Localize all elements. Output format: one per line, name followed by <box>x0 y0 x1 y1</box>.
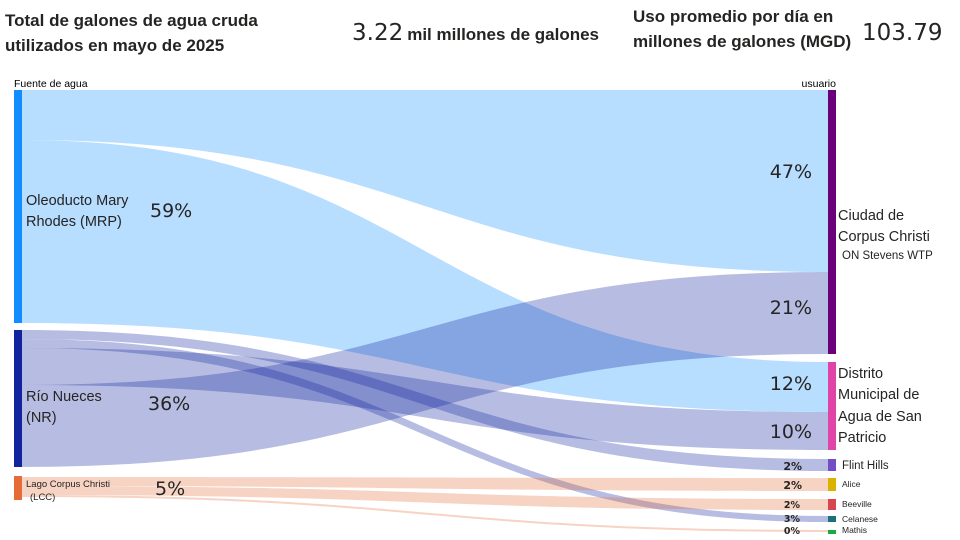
target-label-flint-hills: Flint Hills <box>842 460 889 472</box>
target-pct-distrito-nr: 10% <box>770 421 812 443</box>
avg-daily-usage-label: Uso promedio por día en millones de galo… <box>633 7 852 51</box>
source-label-nr-line1: Río Nueces <box>26 389 102 405</box>
node-nr[interactable] <box>14 330 22 467</box>
target-label-alice: Alice <box>842 479 861 489</box>
link-lcc-mathis[interactable] <box>22 495 828 532</box>
source-nodes <box>14 90 22 500</box>
total-gallons-value: 3.22 <box>352 20 404 46</box>
target-label-celanese: Celanese <box>842 514 878 524</box>
source-labels: Oleoducto Mary Rhodes (MRP) 59% Río Nuec… <box>26 193 192 503</box>
target-pct-flint-hills: 2% <box>783 460 802 473</box>
target-pct-beeville: 2% <box>784 500 801 511</box>
total-gallons-label: mil millones de galones <box>407 25 599 44</box>
target-pct-alice: 2% <box>783 479 802 492</box>
target-pct-celanese: 3% <box>784 514 801 525</box>
node-ciudad[interactable] <box>828 90 836 354</box>
target-label-distrito-line1: Distrito <box>838 366 883 382</box>
target-column-header: usuario <box>802 78 837 90</box>
total-gallons-kpi: 3.22 mil millones de galones <box>352 20 599 46</box>
target-label-ciudad-line3: ON Stevens WTP <box>842 250 933 262</box>
node-lcc[interactable] <box>14 476 22 500</box>
target-label-beeville: Beeville <box>842 499 872 509</box>
target-label-ciudad-line1: Ciudad de <box>838 208 904 224</box>
report-title: Total de galones de agua cruda utilizado… <box>5 11 258 55</box>
link-nr-celanese[interactable] <box>22 339 828 522</box>
source-label-mrp-line1: Oleoducto Mary <box>26 193 129 209</box>
node-flint-hills[interactable] <box>828 459 836 471</box>
target-nodes <box>828 90 836 534</box>
node-celanese[interactable] <box>828 516 836 522</box>
target-pct-ciudad-nr: 21% <box>770 297 812 319</box>
source-pct-mrp: 59% <box>150 200 192 222</box>
link-nr-flint-hills[interactable] <box>22 330 828 471</box>
source-pct-nr: 36% <box>148 393 190 415</box>
node-distrito[interactable] <box>828 362 836 450</box>
source-column-header: Fuente de agua <box>14 78 88 90</box>
link-lcc-beeville[interactable] <box>22 486 828 510</box>
target-label-mathis: Mathis <box>842 525 867 535</box>
target-pct-ciudad-mrp: 47% <box>770 161 812 183</box>
node-mathis[interactable] <box>828 530 836 534</box>
source-label-nr-line2: (NR) <box>26 410 57 426</box>
source-pct-lcc: 5% <box>155 478 185 500</box>
target-pct-mathis: 0% <box>784 526 801 537</box>
link-mrp-ciudad[interactable] <box>22 90 828 272</box>
node-beeville[interactable] <box>828 499 836 510</box>
link-nr-ciudad[interactable] <box>22 272 828 467</box>
source-label-mrp-line2: Rhodes (MRP) <box>26 214 122 230</box>
target-percentages: 47% 21% 12% 10% 2% 2% 2% 3% 0% <box>770 161 812 537</box>
target-labels: Ciudad de Corpus Christi ON Stevens WTP … <box>838 208 933 535</box>
node-alice[interactable] <box>828 478 836 491</box>
link-mrp-distrito[interactable] <box>22 140 828 412</box>
target-pct-distrito-mrp: 12% <box>770 373 812 395</box>
target-label-distrito-line3: Agua de San <box>838 409 922 425</box>
source-label-lcc-line1: Lago Corpus Christi <box>26 479 110 490</box>
link-lcc-alice[interactable] <box>22 477 828 491</box>
target-label-ciudad-line2: Corpus Christi <box>838 229 930 245</box>
link-nr-distrito[interactable] <box>22 348 828 450</box>
avg-daily-usage-value: 103.79 <box>862 20 943 46</box>
target-label-distrito-line2: Municipal de <box>838 387 919 403</box>
node-mrp[interactable] <box>14 90 22 323</box>
source-label-lcc-line2: (LCC) <box>30 492 55 503</box>
sankey-links <box>22 90 828 532</box>
target-label-distrito-line4: Patricio <box>838 430 886 446</box>
